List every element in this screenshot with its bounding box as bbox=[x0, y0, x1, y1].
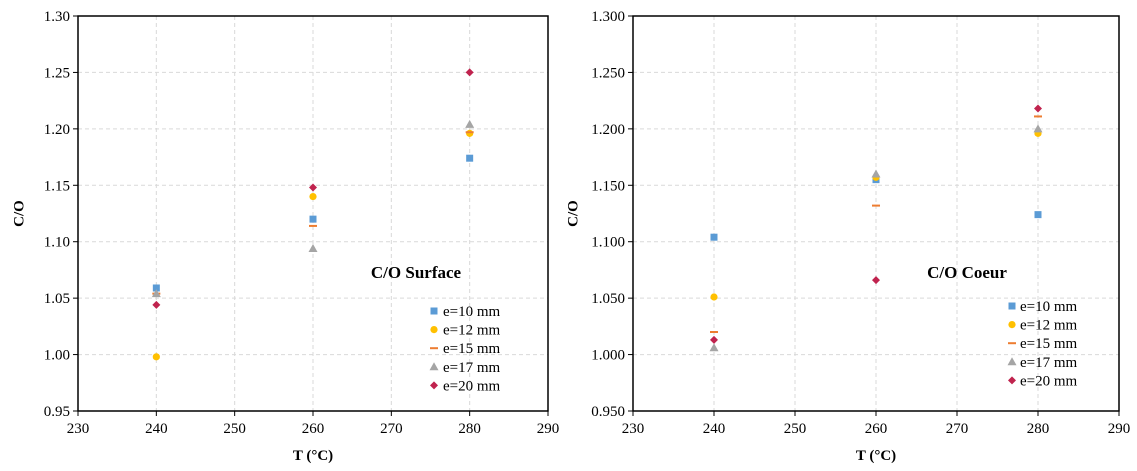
y-tick-label: 1.150 bbox=[591, 178, 625, 194]
legend-label: e=17 mm bbox=[443, 360, 501, 376]
data-point-triangle bbox=[151, 289, 161, 298]
x-tick-label: 290 bbox=[537, 421, 560, 437]
legend-label: e=17 mm bbox=[1020, 355, 1078, 371]
y-axis-title: C/O bbox=[565, 200, 581, 227]
data-point-triangle bbox=[465, 119, 475, 128]
legend-marker-diamond bbox=[1008, 376, 1016, 385]
y-tick-label: 1.15 bbox=[44, 178, 70, 194]
x-tick-label: 240 bbox=[703, 421, 726, 437]
y-tick-label: 1.25 bbox=[44, 65, 70, 81]
y-tick-label: 1.20 bbox=[44, 122, 70, 138]
data-point-dash bbox=[465, 131, 474, 134]
data-point-triangle bbox=[871, 169, 881, 178]
y-tick-label: 1.30 bbox=[44, 9, 70, 25]
legend-marker-circle bbox=[430, 326, 438, 334]
chart-title: C/O Surface bbox=[371, 263, 462, 282]
y-tick-label: 1.00 bbox=[44, 348, 70, 364]
legend: e=10 mm e=12 mm e=15 mm e=17 mm e=20 mm bbox=[429, 304, 501, 394]
data-point-square bbox=[710, 233, 718, 241]
data-points bbox=[151, 68, 475, 361]
data-point-dash bbox=[872, 204, 880, 207]
x-tick-label: 260 bbox=[302, 421, 325, 437]
y-tick-label: 1.200 bbox=[591, 122, 625, 138]
chart-svg-surface: 230 240 250 260 270 280 290 0.95 1.00 1.05 1.10 1.1… bbox=[11, 9, 560, 464]
x-tick-label: 270 bbox=[946, 421, 969, 437]
data-point-diamond bbox=[152, 300, 161, 309]
legend-marker-diamond bbox=[430, 381, 438, 390]
data-points bbox=[709, 104, 1043, 352]
y-tick-label: 1.100 bbox=[591, 235, 625, 251]
x-tick-label: 230 bbox=[67, 421, 90, 437]
y-tick-label: 0.950 bbox=[591, 404, 625, 420]
legend-marker-triangle bbox=[429, 362, 439, 371]
legend-label: e=10 mm bbox=[443, 304, 501, 320]
legend-label: e=20 mm bbox=[443, 378, 501, 394]
data-point-square bbox=[1034, 211, 1042, 219]
data-point-circle bbox=[309, 192, 317, 201]
x-tick-label: 280 bbox=[1027, 421, 1050, 437]
data-point-triangle bbox=[308, 243, 318, 252]
y-tick-label: 1.05 bbox=[44, 291, 70, 307]
data-point-diamond bbox=[309, 183, 317, 192]
data-point-dash bbox=[1034, 115, 1042, 118]
y-tick-label: 1.300 bbox=[591, 9, 625, 25]
y-tick-label: 0.95 bbox=[44, 404, 70, 420]
legend-label: e=20 mm bbox=[1020, 373, 1078, 389]
legend-marker-square bbox=[430, 307, 438, 315]
chart-panel-coeur: 230 240 250 260 270 280 290 0.950 1.000 1.050 1.10… bbox=[562, 0, 1137, 466]
data-point-diamond bbox=[710, 335, 718, 344]
chart-title: C/O Coeur bbox=[927, 263, 1007, 282]
data-point-triangle bbox=[709, 343, 719, 352]
x-tick-label: 230 bbox=[622, 421, 645, 437]
data-point-square bbox=[466, 154, 474, 162]
x-tick-label: 280 bbox=[458, 421, 481, 437]
chart-panel-surface: 230 240 250 260 270 280 290 0.95 1.00 1.05 1.10 1.1… bbox=[0, 0, 562, 466]
legend-marker-circle bbox=[1008, 321, 1016, 329]
data-point-dash bbox=[309, 224, 317, 227]
y-tick-label: 1.250 bbox=[591, 65, 625, 81]
legend-marker-dash bbox=[1008, 342, 1016, 345]
x-tick-label: 250 bbox=[223, 421, 246, 437]
legend-label: e=12 mm bbox=[443, 323, 501, 339]
x-tick-label: 240 bbox=[145, 421, 168, 437]
y-tick-label: 1.10 bbox=[44, 235, 70, 251]
legend: e=10 mm e=12 mm e=15 mm e=17 mm e=20 mm bbox=[1007, 299, 1078, 389]
data-point-circle bbox=[152, 353, 160, 361]
legend-marker-triangle bbox=[1007, 357, 1017, 366]
legend-label: e=15 mm bbox=[1020, 336, 1078, 352]
data-point-triangle bbox=[1033, 124, 1043, 133]
data-point-square bbox=[309, 215, 317, 223]
legend-marker-square bbox=[1008, 302, 1016, 310]
legend-marker-dash bbox=[430, 347, 438, 350]
chart-svg-coeur: 230 240 250 260 270 280 290 0.950 1.000 1.050 1.10… bbox=[565, 9, 1131, 464]
x-tick-label: 260 bbox=[865, 421, 888, 437]
x-axis-title: T (°C) bbox=[856, 448, 896, 464]
y-axis-title: C/O bbox=[11, 200, 27, 227]
x-tick-label: 250 bbox=[784, 421, 807, 437]
data-point-diamond bbox=[872, 276, 880, 285]
legend-label: e=10 mm bbox=[1020, 299, 1078, 315]
data-point-circle bbox=[710, 293, 718, 301]
legend-label: e=12 mm bbox=[1020, 318, 1078, 334]
data-point-diamond bbox=[465, 68, 474, 77]
data-point-square bbox=[152, 284, 160, 292]
y-tick-label: 1.000 bbox=[591, 348, 625, 364]
data-point-diamond bbox=[1034, 104, 1042, 113]
x-tick-label: 270 bbox=[380, 421, 403, 437]
x-tick-label: 290 bbox=[1108, 421, 1131, 437]
legend-label: e=15 mm bbox=[443, 341, 501, 357]
x-axis-title: T (°C) bbox=[293, 448, 333, 464]
y-tick-label: 1.050 bbox=[591, 291, 625, 307]
data-point-dash bbox=[710, 331, 718, 333]
data-point-circle bbox=[466, 129, 474, 137]
